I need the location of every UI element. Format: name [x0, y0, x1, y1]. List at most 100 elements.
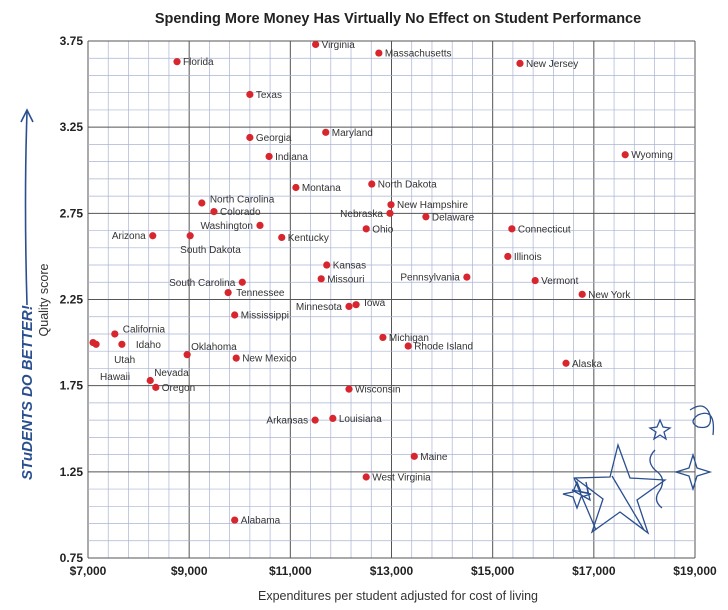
- point-label: Oklahoma: [191, 342, 237, 353]
- data-point: [504, 252, 512, 261]
- point-label: Wisconsin: [355, 385, 401, 396]
- data-point: [146, 376, 154, 385]
- x-tick-label: $13,000: [370, 564, 414, 578]
- data-point: [231, 311, 239, 319]
- x-tick-label: $9,000: [171, 564, 208, 578]
- data-point: [246, 133, 254, 142]
- data-point: [173, 58, 181, 66]
- point-label: Minnesota: [296, 302, 343, 313]
- data-point: [186, 232, 194, 240]
- data-point: [323, 261, 331, 269]
- data-points: Virginia Massachusetts New Jersey Florida Te…: [89, 40, 673, 527]
- point-label: Hawaii: [100, 372, 130, 383]
- point-label: Ohio: [372, 224, 394, 235]
- data-point: [198, 199, 206, 207]
- y-axis-label: Quality score: [37, 263, 51, 336]
- data-point: [231, 516, 239, 524]
- point-label: Mississippi: [241, 311, 289, 322]
- point-label: Louisiana: [339, 414, 382, 425]
- point-label: Arizona: [112, 231, 146, 242]
- data-point: [265, 152, 273, 161]
- point-label: Kansas: [333, 261, 366, 272]
- data-point: [210, 208, 218, 216]
- chart-title: Spending More Money Has Virtually No Eff…: [155, 11, 641, 27]
- data-point: [278, 233, 286, 242]
- up-arrow-icon: [20, 108, 34, 306]
- point-label: Idaho: [136, 340, 161, 351]
- data-point: [256, 221, 264, 229]
- x-tick-label: $15,000: [471, 564, 515, 578]
- y-tick-label: 2.25: [60, 293, 84, 307]
- point-label: New Hampshire: [397, 200, 469, 211]
- data-point: [292, 183, 300, 192]
- y-tick-label: 2.75: [60, 206, 84, 220]
- data-point: [345, 302, 353, 310]
- point-label: Iowa: [364, 298, 386, 309]
- data-point: [111, 330, 119, 338]
- star-doodle-icon: [562, 405, 715, 535]
- y-tick-label: 1.25: [60, 465, 84, 479]
- point-label: Alabama: [241, 516, 281, 527]
- data-point: [317, 275, 325, 283]
- data-point: [375, 49, 383, 57]
- data-point: [621, 151, 629, 159]
- point-label: Wyoming: [631, 150, 673, 161]
- data-point: [508, 225, 516, 233]
- point-label: Michigan: [389, 333, 429, 344]
- point-label: Texas: [256, 90, 282, 101]
- data-point: [149, 232, 157, 240]
- data-point: [410, 452, 418, 460]
- data-point: [345, 385, 353, 393]
- data-point: [387, 201, 395, 209]
- point-label: Oregon: [162, 383, 195, 394]
- x-tick-label: $11,000: [269, 564, 312, 578]
- point-label: Georgia: [256, 133, 292, 144]
- point-label: Florida: [183, 57, 214, 68]
- point-label: Vermont: [541, 276, 578, 287]
- point-label: Kentucky: [288, 233, 329, 244]
- x-axis-label: Expenditures per student adjusted for co…: [258, 589, 538, 603]
- data-point: [379, 333, 387, 342]
- point-label: Arkansas: [266, 416, 308, 427]
- axis-ticks: $7,000 $9,000 $11,000 $13,000 $15,000 $17,000…: [60, 34, 717, 578]
- y-tick-label: 3.75: [60, 34, 84, 48]
- grid: [87, 40, 696, 559]
- data-point: [404, 342, 412, 350]
- y-tick-label: 0.75: [60, 551, 84, 565]
- y-tick-label: 1.75: [60, 379, 84, 393]
- point-label: North Dakota: [378, 180, 437, 191]
- point-label: Virginia: [322, 40, 356, 51]
- point-label: Missouri: [327, 274, 364, 285]
- point-label: New York: [588, 290, 631, 301]
- point-label: South Dakota: [180, 245, 241, 256]
- data-point: [322, 128, 330, 136]
- data-point: [352, 301, 360, 309]
- data-point: [224, 289, 232, 297]
- x-tick-label: $17,000: [572, 564, 616, 578]
- point-label: Tennessee: [236, 288, 285, 299]
- point-label: New Jersey: [526, 59, 578, 70]
- side-annotation: STuDENTS DO BETTER!: [19, 305, 36, 480]
- point-label: Indiana: [275, 152, 308, 163]
- data-point: [89, 338, 97, 347]
- data-point: [312, 40, 320, 49]
- point-label: Colorado: [220, 207, 261, 218]
- data-point: [232, 354, 240, 362]
- point-label: Utah: [114, 355, 135, 366]
- point-label: North Carolina: [210, 194, 275, 205]
- point-label: Illinois: [514, 252, 542, 263]
- data-point: [246, 90, 254, 99]
- x-tick-label: $19,000: [673, 564, 717, 578]
- point-label: Connecticut: [518, 224, 571, 235]
- data-point: [368, 180, 376, 188]
- data-point: [516, 59, 524, 68]
- point-label: Delaware: [432, 212, 475, 223]
- x-tick-label: $7,000: [70, 564, 107, 578]
- data-point: [386, 209, 394, 217]
- point-label: California: [123, 324, 166, 335]
- data-point: [152, 383, 160, 391]
- point-label: Rhode Island: [414, 342, 473, 353]
- data-point: [238, 278, 246, 286]
- data-point: [531, 276, 539, 285]
